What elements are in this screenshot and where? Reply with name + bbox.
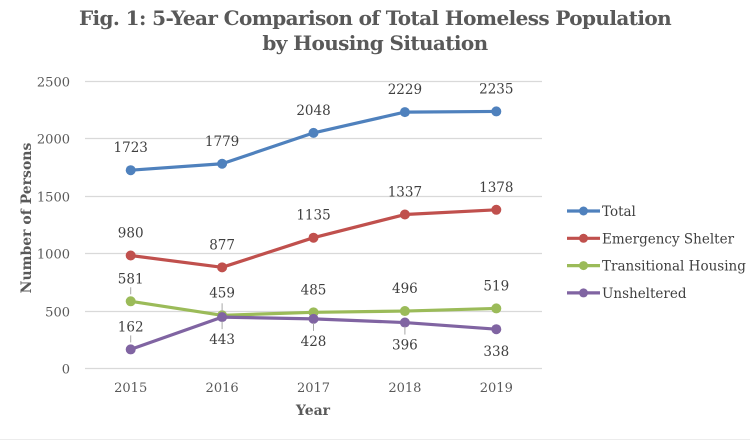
data-label-emergency-shelter: 877 bbox=[209, 237, 235, 253]
x-axis-label: Year bbox=[295, 403, 331, 419]
data-label-emergency-shelter: 980 bbox=[118, 225, 144, 241]
data-label-transitional-housing: 496 bbox=[392, 281, 418, 297]
data-label-total: 1779 bbox=[205, 134, 239, 150]
legend-marker-unsheltered bbox=[579, 288, 588, 298]
data-point-unsheltered bbox=[491, 324, 502, 335]
legend-marker-total bbox=[579, 206, 588, 216]
legend-label-total: Total bbox=[602, 204, 636, 220]
series-lines bbox=[125, 106, 502, 355]
data-point-unsheltered bbox=[217, 312, 228, 323]
data-label-transitional-housing: 459 bbox=[209, 285, 235, 301]
data-label-total: 2048 bbox=[296, 103, 330, 119]
data-point-emergency-shelter bbox=[308, 232, 319, 243]
data-label-total: 2229 bbox=[388, 82, 422, 98]
chart-title: Fig. 1: 5-Year Comparison of Total Homel… bbox=[0, 6, 750, 56]
data-point-transitional-housing bbox=[125, 296, 136, 307]
data-point-total bbox=[125, 165, 136, 176]
series-line-total bbox=[129, 109, 498, 172]
y-tick-label: 0 bbox=[62, 363, 70, 378]
data-point-total bbox=[399, 107, 410, 118]
x-tick-label: 2016 bbox=[206, 381, 239, 396]
legend-marker-emergency-shelter bbox=[579, 233, 588, 243]
data-point-transitional-housing bbox=[491, 303, 502, 314]
data-label-unsheltered: 443 bbox=[209, 332, 235, 348]
x-tick-label: 2015 bbox=[114, 381, 147, 396]
data-point-total bbox=[491, 106, 502, 117]
y-tick-label: 2000 bbox=[37, 133, 70, 148]
y-tick-label: 500 bbox=[45, 306, 70, 321]
data-point-transitional-housing bbox=[399, 306, 410, 317]
series-total bbox=[125, 106, 502, 176]
chart-title-line-1: Fig. 1: 5-Year Comparison of Total Homel… bbox=[78, 6, 672, 30]
legend-marker-transitional-housing bbox=[579, 261, 588, 271]
data-label-total: 1723 bbox=[114, 140, 148, 156]
legend-label-transitional-housing: Transitional Housing bbox=[602, 259, 746, 275]
data-point-emergency-shelter bbox=[491, 204, 502, 215]
series-emergency-shelter bbox=[125, 204, 502, 273]
legend-label-unsheltered: Unsheltered bbox=[602, 286, 687, 302]
legend-item-total: Total bbox=[567, 204, 636, 220]
data-labels: 1723 1779 2048 2229 2235 980 877 1135 1337 1378 58… bbox=[114, 81, 514, 360]
data-point-total bbox=[217, 158, 228, 169]
data-point-unsheltered bbox=[308, 313, 319, 324]
x-tick-label: 2018 bbox=[388, 381, 421, 396]
legend-item-emergency-shelter: Emergency Shelter bbox=[567, 231, 735, 247]
series-unsheltered bbox=[125, 312, 502, 355]
data-label-unsheltered: 428 bbox=[301, 334, 327, 350]
data-point-total bbox=[308, 127, 319, 138]
data-label-total: 2235 bbox=[479, 81, 513, 97]
data-point-unsheltered bbox=[399, 317, 410, 328]
data-label-transitional-housing: 485 bbox=[301, 282, 327, 298]
data-label-unsheltered: 162 bbox=[118, 319, 144, 335]
data-label-transitional-housing: 519 bbox=[483, 278, 509, 294]
y-tick-label: 1500 bbox=[37, 191, 70, 206]
data-label-emergency-shelter: 1135 bbox=[296, 208, 330, 224]
data-label-unsheltered: 396 bbox=[392, 338, 418, 354]
legend-label-emergency-shelter: Emergency Shelter bbox=[602, 231, 735, 247]
data-point-emergency-shelter bbox=[217, 262, 228, 273]
legend-item-transitional-housing: Transitional Housing bbox=[567, 259, 746, 275]
legend: Total Emergency Shelter Transitional Housi… bbox=[567, 204, 746, 302]
x-tick-label: 2017 bbox=[297, 381, 330, 396]
y-tick-label: 1000 bbox=[37, 248, 70, 263]
gridlines bbox=[85, 80, 542, 370]
data-label-unsheltered: 338 bbox=[483, 344, 509, 360]
bottom-divider bbox=[0, 439, 750, 440]
y-axis-label: Number of Persons bbox=[19, 143, 35, 294]
data-label-emergency-shelter: 1337 bbox=[388, 185, 422, 201]
data-point-unsheltered bbox=[125, 344, 136, 355]
x-axis-ticks: 2015 2016 2017 2018 2019 bbox=[114, 381, 513, 396]
chart-title-line-2: by Housing Situation bbox=[262, 31, 488, 55]
data-point-emergency-shelter bbox=[399, 209, 410, 220]
x-tick-label: 2019 bbox=[480, 381, 513, 396]
y-axis-ticks: 0 500 1000 1500 2000 2500 bbox=[37, 76, 70, 378]
legend-item-unsheltered: Unsheltered bbox=[567, 286, 687, 302]
data-label-transitional-housing: 581 bbox=[118, 271, 144, 287]
data-point-emergency-shelter bbox=[125, 250, 136, 261]
y-tick-label: 2500 bbox=[37, 76, 70, 91]
data-label-emergency-shelter: 1378 bbox=[479, 180, 513, 196]
